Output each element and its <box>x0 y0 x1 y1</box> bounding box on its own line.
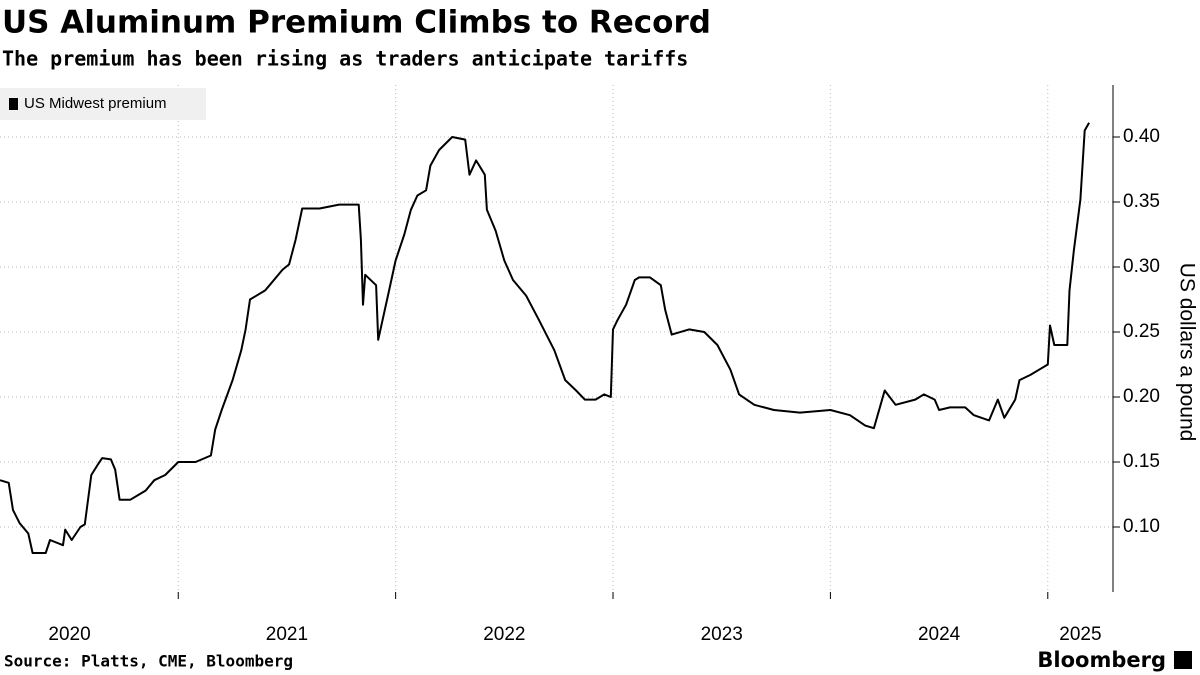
y-tick-label: 0.25 <box>1123 321 1160 342</box>
x-tick-label: 2025 <box>1059 624 1101 645</box>
y-axis-label: US dollars a pound <box>1175 263 1198 442</box>
legend-label: US Midwest premium <box>24 95 167 112</box>
chart-title: US Aluminum Premium Climbs to Record <box>2 5 711 41</box>
y-tick-label: 0.15 <box>1123 451 1160 472</box>
line <box>0 122 1090 554</box>
x-tick-label: 2021 <box>266 624 308 645</box>
y-tick-label: 0.20 <box>1123 386 1160 407</box>
x-tick-label: 2023 <box>701 624 743 645</box>
x-tick-label: 2022 <box>483 624 525 645</box>
x-tick-label: 2024 <box>918 624 961 645</box>
y-tick-label: 0.10 <box>1123 516 1160 537</box>
brand-icon <box>1174 651 1192 669</box>
y-tick-label: 0.35 <box>1123 191 1160 212</box>
source: Source: Platts, CME, Bloomberg <box>4 652 293 671</box>
y-tick-label: 0.30 <box>1123 256 1160 277</box>
brand: Bloomberg <box>1037 648 1166 672</box>
chart-subtitle: The premium has been rising as traders a… <box>2 47 688 71</box>
legend-swatch <box>9 98 18 110</box>
legend-box <box>0 88 206 120</box>
x-tick-label: 2020 <box>48 624 90 645</box>
y-tick-label: 0.40 <box>1123 126 1160 147</box>
